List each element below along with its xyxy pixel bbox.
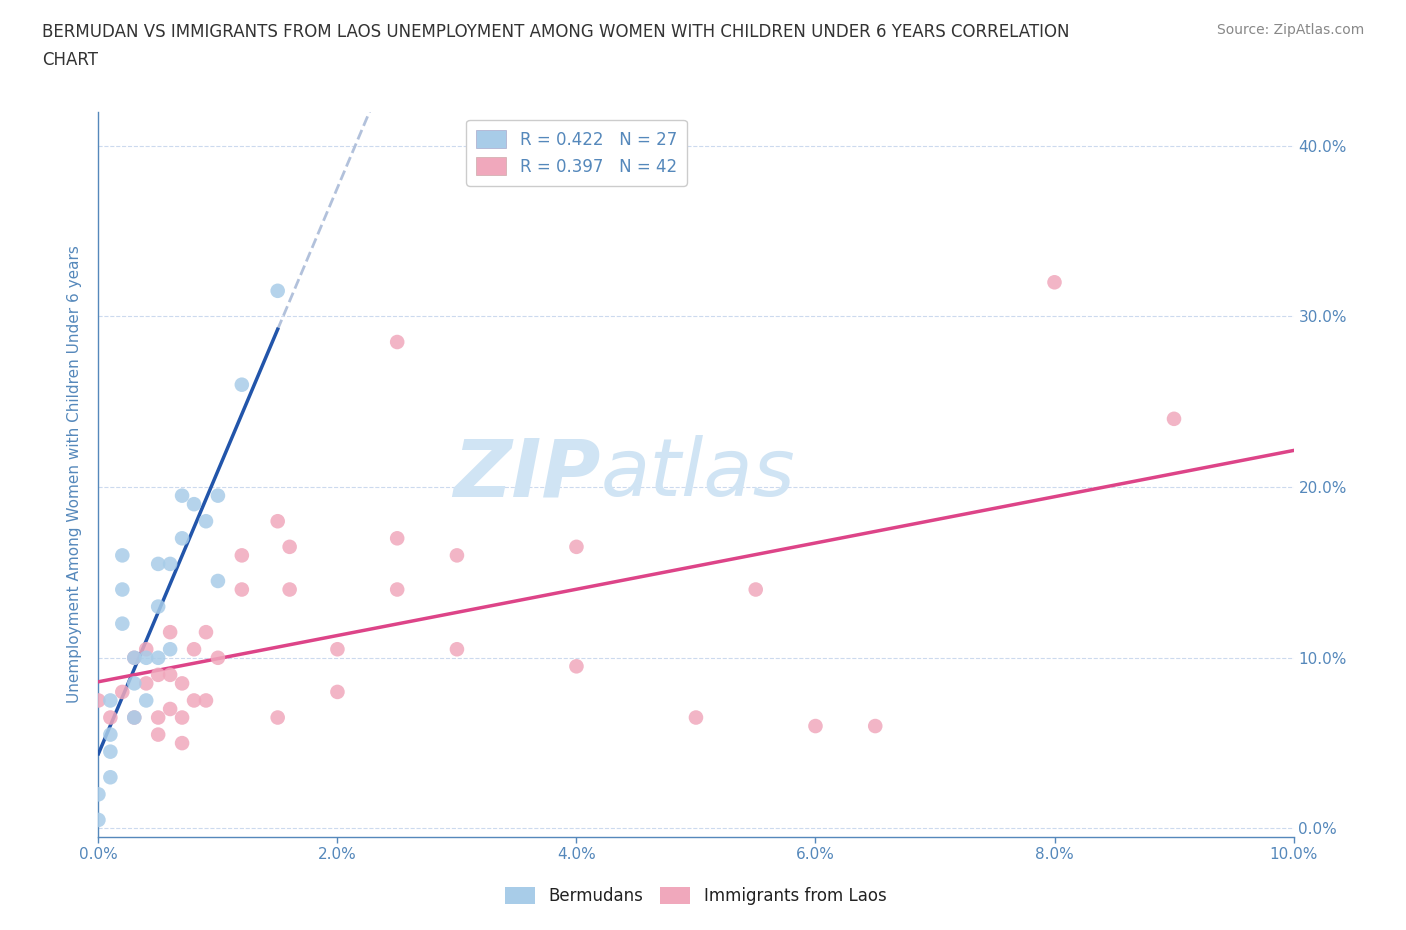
Point bbox=[87, 693, 110, 708]
Point bbox=[804, 719, 827, 734]
Point bbox=[385, 582, 409, 597]
Legend: Bermudans, Immigrants from Laos: Bermudans, Immigrants from Laos bbox=[499, 881, 893, 912]
Point bbox=[100, 693, 122, 708]
Point bbox=[565, 658, 588, 673]
Point bbox=[326, 684, 349, 699]
Y-axis label: Unemployment Among Women with Children Under 6 years: Unemployment Among Women with Children U… bbox=[67, 246, 83, 703]
Point bbox=[172, 531, 194, 546]
Point bbox=[326, 642, 349, 657]
Point bbox=[100, 744, 122, 759]
Point bbox=[207, 574, 229, 589]
Point bbox=[207, 650, 229, 665]
Point bbox=[111, 548, 134, 563]
Point bbox=[207, 488, 229, 503]
Point bbox=[231, 378, 253, 392]
Point bbox=[148, 556, 170, 571]
Point bbox=[446, 548, 468, 563]
Point bbox=[195, 625, 218, 640]
Point bbox=[231, 582, 253, 597]
Point bbox=[124, 711, 146, 725]
Point bbox=[278, 539, 301, 554]
Point bbox=[100, 727, 122, 742]
Point bbox=[124, 650, 146, 665]
Point bbox=[685, 711, 707, 725]
Point bbox=[159, 642, 181, 657]
Point bbox=[159, 556, 181, 571]
Point bbox=[1163, 411, 1185, 426]
Point bbox=[745, 582, 768, 597]
Point bbox=[385, 335, 409, 350]
Point bbox=[111, 617, 134, 631]
Point bbox=[135, 642, 157, 657]
Point bbox=[148, 599, 170, 614]
Point bbox=[385, 531, 409, 546]
Point bbox=[135, 676, 157, 691]
Point bbox=[267, 711, 290, 725]
Point bbox=[159, 668, 181, 683]
Point bbox=[148, 668, 170, 683]
Point bbox=[267, 284, 290, 299]
Point bbox=[565, 539, 588, 554]
Point bbox=[135, 693, 157, 708]
Point bbox=[183, 693, 205, 708]
Point bbox=[148, 650, 170, 665]
Point bbox=[124, 676, 146, 691]
Point bbox=[135, 650, 157, 665]
Point bbox=[172, 488, 194, 503]
Point bbox=[111, 684, 134, 699]
Point bbox=[278, 582, 301, 597]
Point bbox=[172, 676, 194, 691]
Point bbox=[195, 693, 218, 708]
Point bbox=[111, 582, 134, 597]
Text: ZIP: ZIP bbox=[453, 435, 600, 513]
Point bbox=[124, 650, 146, 665]
Point bbox=[159, 701, 181, 716]
Point bbox=[183, 497, 205, 512]
Point bbox=[183, 642, 205, 657]
Point bbox=[100, 711, 122, 725]
Text: CHART: CHART bbox=[42, 51, 98, 69]
Point bbox=[100, 770, 122, 785]
Point bbox=[159, 625, 181, 640]
Point bbox=[865, 719, 887, 734]
Point bbox=[231, 548, 253, 563]
Point bbox=[1043, 275, 1066, 290]
Text: BERMUDAN VS IMMIGRANTS FROM LAOS UNEMPLOYMENT AMONG WOMEN WITH CHILDREN UNDER 6 : BERMUDAN VS IMMIGRANTS FROM LAOS UNEMPLO… bbox=[42, 23, 1070, 41]
Point bbox=[195, 513, 218, 528]
Point bbox=[124, 711, 146, 725]
Point bbox=[148, 711, 170, 725]
Text: Source: ZipAtlas.com: Source: ZipAtlas.com bbox=[1216, 23, 1364, 37]
Point bbox=[172, 711, 194, 725]
Point bbox=[446, 642, 468, 657]
Point bbox=[87, 813, 110, 828]
Point bbox=[267, 513, 290, 528]
Point bbox=[87, 787, 110, 802]
Text: atlas: atlas bbox=[600, 435, 796, 513]
Point bbox=[172, 736, 194, 751]
Point bbox=[148, 727, 170, 742]
